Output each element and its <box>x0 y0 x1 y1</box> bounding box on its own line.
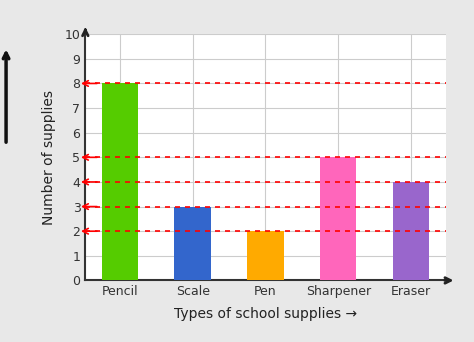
Bar <box>102 83 138 280</box>
X-axis label: Types of school supplies →: Types of school supplies → <box>174 307 357 321</box>
Bar <box>247 231 283 280</box>
Y-axis label: Number of supplies: Number of supplies <box>42 90 56 225</box>
Bar <box>393 182 429 280</box>
Bar <box>174 207 211 280</box>
Bar <box>320 157 356 280</box>
